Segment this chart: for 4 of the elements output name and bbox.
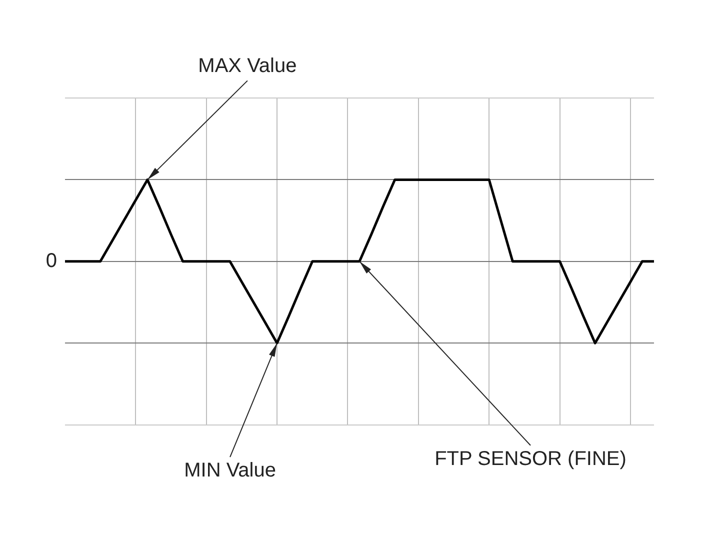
text: 0 [46,250,57,272]
text: MAX Value [198,55,297,78]
text: FTP SENSOR (FINE) [434,448,626,470]
text: MIN Value [184,460,276,482]
